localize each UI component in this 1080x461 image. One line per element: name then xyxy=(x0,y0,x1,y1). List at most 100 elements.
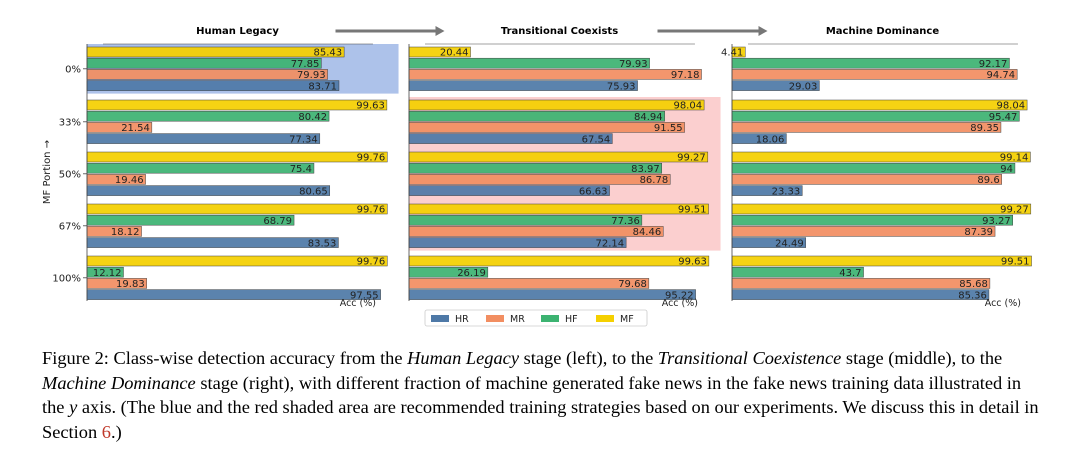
value-label: 99.76 xyxy=(357,257,386,268)
bar-hr xyxy=(86,289,381,300)
bar-mf xyxy=(86,255,388,267)
value-label: 72.14 xyxy=(596,238,625,249)
value-label: 85.36 xyxy=(958,290,987,301)
value-label: 75.93 xyxy=(607,81,636,92)
value-label: 66.63 xyxy=(579,186,608,197)
caption-text-1: Class-wise detection accuracy from the xyxy=(108,348,408,368)
value-label: 94.74 xyxy=(987,70,1016,81)
bar-mf xyxy=(408,151,709,163)
value-label: 97.55 xyxy=(350,290,379,301)
bar-hf xyxy=(86,110,330,122)
bar-mr xyxy=(408,278,650,289)
panel-title-human-legacy: Human Legacy xyxy=(196,26,279,37)
figure-label: Figure 2: xyxy=(42,348,109,368)
bar-mr xyxy=(731,69,1018,80)
value-label: 98.04 xyxy=(996,101,1025,112)
value-label: 43.7 xyxy=(839,268,861,279)
value-label: 95.22 xyxy=(665,290,694,301)
bar-hf xyxy=(408,214,643,226)
value-label: 83.53 xyxy=(308,238,337,249)
stage-arrowhead xyxy=(435,26,445,36)
x-axis-label: Acc (%) xyxy=(662,298,698,309)
bar-hr xyxy=(408,80,638,91)
legend-label-hf: HF xyxy=(565,314,578,325)
value-label: 19.83 xyxy=(116,279,145,290)
caption-text-6: .) xyxy=(110,421,122,442)
value-label: 99.51 xyxy=(678,205,707,216)
value-label: 95.47 xyxy=(989,112,1018,123)
axes-layer: Acc (%) Acc (%) Acc (%) 0% 33% 50% 67% 100% MF P… xyxy=(42,43,1021,309)
caption-emphasis-human-legacy: Human Legacy xyxy=(407,348,520,368)
panel-title-transitional-coexists: Transitional Coexists xyxy=(501,26,618,37)
value-label: 23.33 xyxy=(772,186,801,197)
value-label: 80.65 xyxy=(299,186,328,197)
bar-hf xyxy=(408,57,650,69)
legend-swatch-mf xyxy=(596,315,614,322)
bars-layer xyxy=(86,46,1032,300)
value-label: 83.71 xyxy=(308,81,337,92)
bar-mr xyxy=(408,226,664,237)
value-label: 92.17 xyxy=(979,59,1008,70)
bar-hf xyxy=(731,110,1020,122)
legend-swatch-hr xyxy=(431,315,449,322)
bar-mf xyxy=(731,151,1031,163)
y-tick-label: 100% xyxy=(52,273,81,284)
y-tick-label: 33% xyxy=(59,117,81,128)
value-label: 94 xyxy=(1000,164,1013,175)
section-link[interactable]: 6 xyxy=(101,421,111,442)
caption-emphasis-machine: Machine Dominance xyxy=(42,372,196,393)
x-axis-label: Acc (%) xyxy=(340,298,376,309)
bar-hr xyxy=(86,133,321,144)
y-axis-label: MF Portion → xyxy=(42,140,53,204)
panel-title-machine-dominance: Machine Dominance xyxy=(826,26,939,37)
titles-layer: Human Legacy Transitional Coexists Machine… xyxy=(196,26,939,37)
value-label: 99.14 xyxy=(1000,153,1029,164)
value-label: 89.6 xyxy=(977,175,999,186)
value-label: 20.44 xyxy=(440,48,469,59)
value-label: 4.41 xyxy=(721,48,743,59)
legend-swatch-hf xyxy=(541,315,559,322)
caption-emphasis-transitional: Transitional Coexistence xyxy=(657,348,842,368)
value-label: 79.68 xyxy=(618,279,647,290)
value-label: 99.63 xyxy=(356,101,385,112)
bar-mr xyxy=(408,174,671,185)
value-label: 99.76 xyxy=(357,153,386,164)
bar-hf xyxy=(731,162,1016,174)
legend-label-mr: MR xyxy=(510,314,525,325)
legend-box xyxy=(424,309,648,327)
bar-mf xyxy=(408,203,709,215)
bar-mf xyxy=(408,99,705,111)
legend-swatch-mr xyxy=(486,315,504,322)
value-label: 79.93 xyxy=(619,59,648,70)
value-label: 85.68 xyxy=(959,279,988,290)
value-label: 97.18 xyxy=(671,70,700,81)
value-label: 18.06 xyxy=(756,134,785,145)
value-label: 77.34 xyxy=(289,134,318,145)
value-label: 24.49 xyxy=(775,238,804,249)
y-tick-label: 0% xyxy=(65,64,81,75)
value-label: 21.54 xyxy=(121,123,150,134)
caption-text-4: stage (right), with different fraction o… xyxy=(42,372,1022,418)
bar-hf xyxy=(86,162,315,174)
value-label: 12.12 xyxy=(93,268,122,279)
value-label: 84.94 xyxy=(634,112,663,123)
value-label: 99.27 xyxy=(677,153,706,164)
bar-mf xyxy=(86,46,345,58)
value-label: 84.46 xyxy=(633,227,662,238)
legend-label-hr: HR xyxy=(455,314,469,325)
value-label: 18.12 xyxy=(111,227,140,238)
value-label: 79.93 xyxy=(297,70,326,81)
legend-label-mf: MF xyxy=(620,314,634,325)
bar-mf xyxy=(86,99,388,111)
bar-hr xyxy=(408,289,696,300)
bar-hf xyxy=(408,162,662,174)
value-label: 99.63 xyxy=(678,257,707,268)
caption-text-2: stage (left), to the xyxy=(519,348,658,368)
value-label: 77.85 xyxy=(291,59,320,70)
bar-mf xyxy=(731,203,1032,215)
value-label: 68.79 xyxy=(263,216,292,227)
value-label: 99.76 xyxy=(357,205,386,216)
figure-chart: Acc (%) Acc (%) Acc (%) 0% 33% 50% 67% 100% MF P… xyxy=(42,26,1032,327)
bar-mr xyxy=(731,278,991,289)
caption-text-5: axis. (The blue and the red shaded area … xyxy=(42,397,1039,442)
